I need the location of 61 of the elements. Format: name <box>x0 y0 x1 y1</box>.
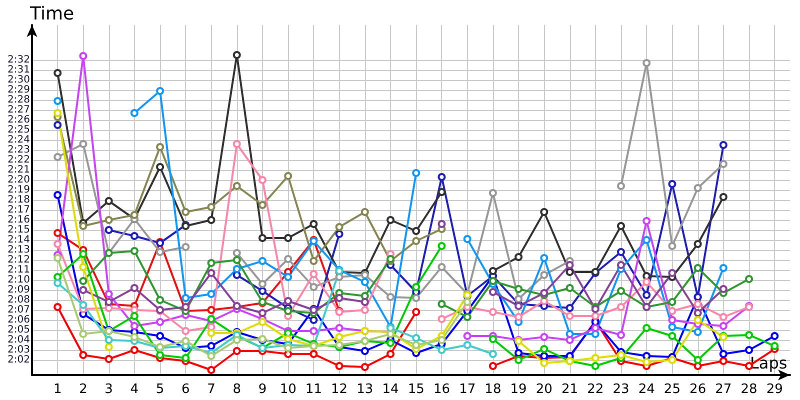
y-tick-label: 2:32 <box>8 54 30 66</box>
x-tick-label: 3 <box>104 382 113 397</box>
x-tick-label: 23 <box>612 382 630 397</box>
y-tick-label: 2:13 <box>8 244 30 256</box>
y-tick-label: 2:29 <box>8 84 30 96</box>
y-tick-label: 2:17 <box>8 204 30 216</box>
y-tick-label: 2:27 <box>8 104 30 116</box>
y-tick-label: 2:02 <box>8 354 30 366</box>
y-tick-label: 2:10 <box>8 274 30 286</box>
y-tick-label: 2:09 <box>8 284 30 296</box>
y-tick-label: 2:31 <box>8 64 30 76</box>
y-tick-label: 2:12 <box>8 254 30 266</box>
x-tick-label: 10 <box>280 382 296 397</box>
x-tick-label: 7 <box>207 382 216 397</box>
y-tick-label: 2:18 <box>8 194 30 206</box>
y-tick-label: 2:03 <box>8 344 30 356</box>
x-tick-label: 11 <box>305 382 322 397</box>
x-tick-label: 16 <box>433 382 450 397</box>
x-tick-label: 21 <box>561 382 578 397</box>
y-tick-label: 2:19 <box>8 184 30 196</box>
y-tick-label: 2:25 <box>8 124 30 136</box>
x-tick-label: 18 <box>484 382 502 397</box>
y-tick-label: 2:30 <box>8 74 30 86</box>
y-axis-title: Time <box>29 4 74 24</box>
x-tick-label: 14 <box>382 382 399 397</box>
y-tick-label: 2:04 <box>8 334 30 346</box>
y-tick-label: 2:07 <box>8 304 30 316</box>
y-tick-label: 2:11 <box>8 264 30 276</box>
x-tick-label: 22 <box>587 382 604 397</box>
y-tick-label: 2:22 <box>8 154 30 166</box>
x-tick-label: 27 <box>715 382 732 397</box>
x-tick-label: 29 <box>766 382 783 397</box>
y-tick-label: 2:08 <box>8 294 30 306</box>
x-tick-label: 28 <box>740 382 758 397</box>
y-tick-label: 2:28 <box>8 94 30 106</box>
y-tick-label: 2:15 <box>8 224 30 236</box>
x-tick-label: 26 <box>690 382 706 397</box>
x-tick-label: 4 <box>130 382 139 397</box>
x-tick-label: 12 <box>331 382 348 397</box>
y-tick-label: 2:21 <box>8 164 30 176</box>
y-tick-label: 2:26 <box>8 114 30 126</box>
x-tick-label: 5 <box>156 382 164 397</box>
x-tick-label: 13 <box>356 382 374 397</box>
y-tick-label: 2:05 <box>8 324 30 336</box>
y-tick-label: 2:06 <box>8 314 30 326</box>
x-tick-label: 19 <box>510 382 527 397</box>
x-tick-label: 8 <box>232 382 242 397</box>
y-tick-label: 2:14 <box>8 234 30 246</box>
y-tick-label: 2:20 <box>8 174 30 186</box>
y-tick-label: 2:16 <box>8 214 30 226</box>
x-tick-label: 9 <box>258 382 267 397</box>
x-tick-label: 15 <box>408 382 424 397</box>
x-tick-label: 1 <box>53 382 62 397</box>
x-tick-label: 6 <box>182 382 190 397</box>
x-tick-label: 17 <box>459 382 476 397</box>
y-tick-label: 2:23 <box>8 144 30 156</box>
x-tick-label: 20 <box>536 382 552 397</box>
y-tick-label: 2:24 <box>8 134 30 146</box>
x-tick-label: 24 <box>638 382 655 397</box>
x-tick-label: 25 <box>664 382 680 397</box>
x-tick-label: 2 <box>79 382 88 397</box>
